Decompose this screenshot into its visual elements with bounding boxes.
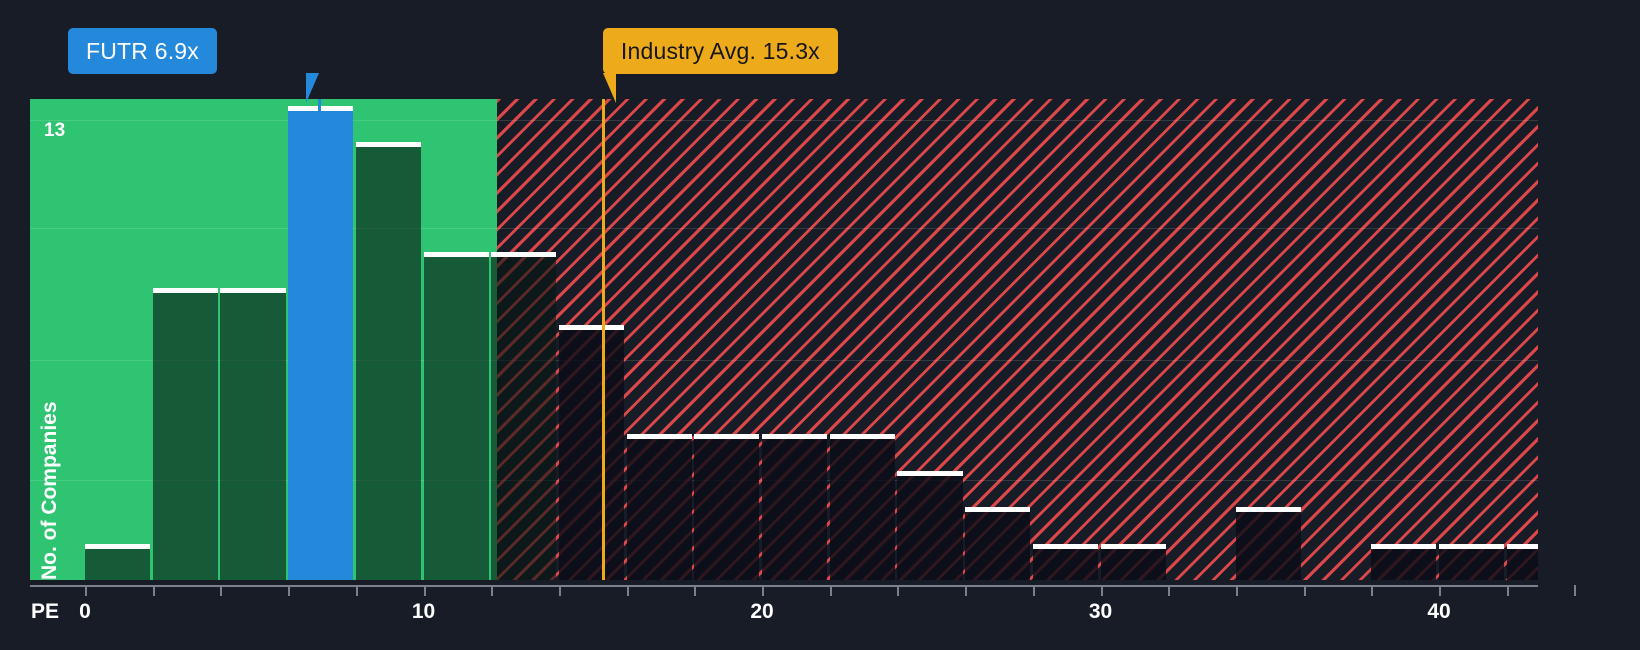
y-axis-title: No. of Companies: [38, 401, 61, 580]
bar-top-cap: [829, 434, 895, 440]
x-axis-tick: [694, 585, 697, 596]
bar[interactable]: [558, 324, 625, 580]
bar[interactable]: [965, 507, 1031, 580]
x-axis-tick: [762, 585, 764, 596]
x-axis-tick: [1506, 585, 1509, 596]
bar-top-cap: [355, 142, 421, 148]
x-axis-tick: [220, 585, 223, 596]
x-axis-tick: [558, 585, 561, 596]
bar[interactable]: [1506, 543, 1538, 580]
bar-top-cap: [965, 507, 1031, 513]
x-axis-tick-label: 10: [411, 600, 436, 623]
bar[interactable]: [423, 251, 489, 580]
bar-top-cap: [626, 434, 692, 440]
callout-tail: [305, 73, 319, 103]
x-axis-tick: [1574, 585, 1577, 596]
company-pe-callout[interactable]: FUTR 6.9x: [68, 28, 319, 103]
bar[interactable]: [152, 288, 218, 580]
x-axis-tick: [288, 585, 291, 596]
x-axis-tick: [1371, 585, 1374, 596]
bar[interactable]: [1371, 543, 1437, 580]
bar[interactable]: [85, 543, 151, 580]
bar-top-cap: [288, 106, 354, 111]
bar-top-cap: [1235, 507, 1302, 513]
overvalued-zone: [497, 99, 1538, 580]
industry-avg-marker-line: [601, 99, 605, 580]
industry-avg-callout-label: Industry Avg. 15.3x: [620, 37, 820, 64]
bar[interactable]: [1439, 543, 1505, 580]
bar-top-cap: [1100, 543, 1166, 549]
x-axis-tick: [1168, 585, 1171, 596]
x-axis-tick: [85, 585, 87, 596]
plot-area: 13 No. of Companies: [30, 99, 1538, 580]
x-axis-tick: [1303, 585, 1306, 596]
bar-top-cap: [558, 324, 625, 330]
bar[interactable]: [1032, 543, 1098, 580]
bar-top-cap: [423, 251, 489, 257]
bar-top-cap: [1032, 543, 1098, 549]
company-pe-callout-label: FUTR 6.9x: [86, 37, 199, 64]
bar[interactable]: [762, 434, 828, 580]
x-axis-tick-label: 20: [750, 600, 774, 623]
bar[interactable]: [355, 142, 421, 580]
x-axis-tick: [1032, 585, 1035, 596]
industry-avg-callout[interactable]: Industry Avg. 15.3x: [602, 28, 838, 103]
y-axis-max-label: 13: [44, 120, 66, 141]
x-axis-tick: [1439, 585, 1441, 596]
company-pe-marker-line: [317, 99, 321, 580]
bar-top-cap: [694, 434, 760, 440]
bar[interactable]: [220, 288, 286, 580]
bar-top-cap: [220, 288, 286, 294]
bar[interactable]: [626, 434, 692, 580]
x-axis-tick-label: 0: [79, 600, 91, 623]
x-axis-tick-label: 30: [1088, 600, 1113, 623]
bar-top-cap: [897, 470, 963, 476]
x-axis-line: [30, 585, 1538, 587]
bar[interactable]: [897, 470, 963, 580]
bar[interactable]: [288, 106, 354, 580]
x-axis-tick: [355, 585, 358, 596]
callout-tail: [602, 73, 616, 103]
x-axis-tick: [829, 585, 832, 596]
bar-top-cap: [85, 543, 151, 549]
bar[interactable]: [1100, 543, 1166, 580]
bar[interactable]: [1235, 507, 1302, 580]
x-axis-tick: [965, 585, 968, 596]
x-axis-tick: [423, 585, 426, 596]
x-axis-tick: [626, 585, 629, 596]
x-axis-tick: [491, 585, 494, 596]
x-axis-tick-label: 40: [1427, 600, 1451, 623]
bar-top-cap: [762, 434, 828, 440]
x-axis-name-label: PE: [31, 600, 60, 623]
bar-top-cap: [491, 251, 557, 257]
bar[interactable]: [694, 434, 760, 580]
bar-top-cap: [1506, 543, 1538, 549]
bar-top-cap: [1439, 543, 1505, 549]
bar[interactable]: [491, 251, 557, 580]
bar-top-cap: [1371, 543, 1437, 549]
bar-top-cap: [152, 288, 218, 294]
x-axis-tick: [152, 585, 155, 596]
bar[interactable]: [829, 434, 895, 580]
x-axis-tick: [1235, 585, 1238, 596]
x-axis-tick: [897, 585, 900, 596]
x-axis-tick: [1100, 585, 1103, 596]
